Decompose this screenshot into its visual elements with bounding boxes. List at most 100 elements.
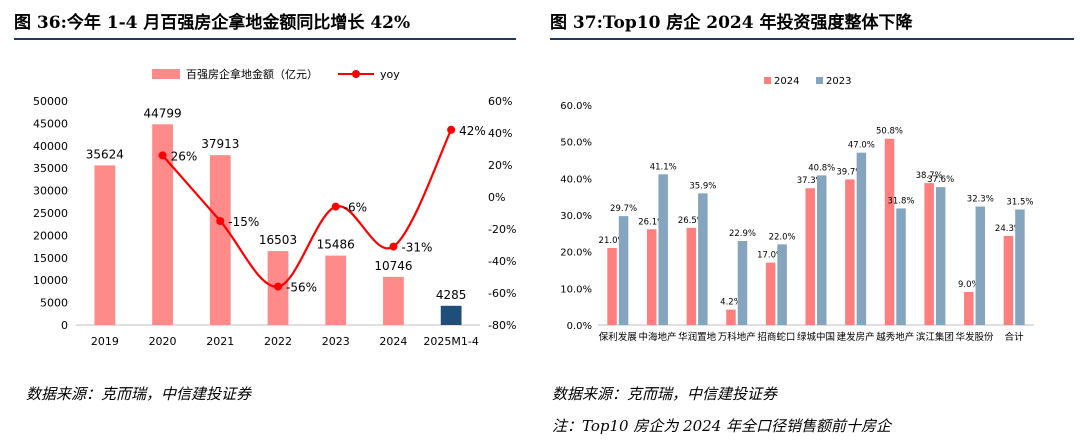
bar-data-label: 37913 [201,137,239,151]
legend-swatch-marker [352,70,360,78]
bar-data-label: 15486 [317,238,355,252]
bar-data-label: 29.7% [610,204,637,214]
x-tick-label: 2020 [149,335,177,348]
bar-data-label: 17.0% [757,251,784,261]
bar-data-label: 44799 [143,106,181,120]
x-tick-label: 2023 [322,335,350,348]
bar-2023-建发房产 [856,152,867,325]
right-axis-tick-label: 0% [488,191,505,204]
bar-data-label: 4.2% [720,298,742,308]
bar-2023-绿城中国 [817,175,827,325]
yoy-data-label: -31% [401,241,432,255]
bar-data-label: 9.0% [958,280,980,290]
bar-data-label: 32.3% [967,195,994,205]
bar-2023-越秀地产 [896,208,906,325]
yoy-point [274,282,282,291]
bar-data-label: 35.9% [689,181,716,191]
bar-2024-越秀地产 [884,138,895,325]
chart-title: 图 37:Top10 房企 2024 年投资强度整体下降 [550,13,913,33]
x-tick-label: 越秀地产 [876,331,914,343]
legend-label-line: yoy [380,68,400,81]
bar-2024-建发房产 [845,179,855,325]
bar-data-label: 37.6% [927,175,954,185]
left-axis-tick-label: 50000 [33,95,68,108]
left-axis-tick-label: 15000 [33,252,68,265]
bar-2025M1-4 [440,305,462,325]
bar-2024-滨江集团 [924,183,934,325]
left-axis-tick-label: 45000 [33,117,68,130]
x-tick-label: 保利发展 [599,331,638,343]
yoy-point [331,202,340,211]
yoy-data-label: 42% [459,124,486,138]
land-acquisition-chart: 0 5000 10000 15000 20000 25000 30000 35000 40000… [33,67,516,348]
left-axis-tick-label: 10000 [33,274,68,287]
bar-2024-华发股份 [964,292,974,325]
chart-note: 注：Top10 房企为 2024 年全口径销售额前十房企 [552,417,892,435]
yoy-point [216,217,225,225]
left-axis-tick-label: 35000 [33,162,68,175]
bar-data-label: 24.3% [995,224,1022,234]
bar-data-label: 31.5% [1006,198,1033,208]
bar-data-label: 50.8% [876,127,903,137]
bar-data-label: 22.9% [729,229,756,239]
bar-2023-合计 [1015,209,1025,325]
yoy-data-label: -15% [228,215,259,229]
bar-2024 [383,276,404,325]
yoy-data-label: 26% [171,149,198,163]
title-divider [550,38,1074,40]
bar-data-label: 40.8% [808,163,835,173]
x-tick-label: 2019 [91,335,119,348]
bar-2019 [94,165,116,325]
y-axis-tick-label: 20.0% [560,248,592,259]
bar-data-label: 47.0% [848,141,875,151]
bar-2023 [325,255,347,325]
bar-2023-中海地产 [658,174,668,325]
bar-data-label: 39.7% [836,167,863,177]
bar-2023-保利发展 [618,216,629,325]
chart-title: 图 36:今年 1-4 月百强房企拿地金额同比增长 42% [14,13,411,33]
right-axis-tick-label: -60% [488,287,516,300]
bar-2023-华润置地 [698,193,708,325]
x-tick-label: 建发房产 [837,331,875,343]
x-tick-label: 绿城中国 [797,331,835,343]
left-axis-tick-label: 25000 [33,207,68,220]
bar-data-label: 41.1% [650,162,677,172]
legend-swatch-bar [152,69,180,79]
left-axis-tick-label: 5000 [40,297,68,310]
bar-2024-招商蛇口 [765,262,776,325]
yoy-point [158,151,167,160]
bar-2021 [209,155,231,325]
yoy-point [389,242,398,251]
yoy-data-label: -6% [344,201,367,215]
bar-2024-华润置地 [686,227,697,325]
bar-2024-保利发展 [607,248,617,325]
left-axis-tick-label: 40000 [33,140,68,153]
data-source: 数据来源：克而瑞，中信建投证券 [552,385,778,403]
x-tick-label: 2021 [206,335,234,348]
y-axis-tick-label: 10.0% [560,284,592,295]
right-axis-tick-label: -40% [488,255,516,268]
bar-2024-中海地产 [646,229,657,325]
x-tick-label: 万科地产 [718,331,756,343]
legend-swatch-2023 [816,77,823,84]
bar-2024-合计 [1003,235,1014,325]
yoy-point [447,125,456,134]
bar-data-label: 16503 [259,233,297,247]
bar-data-label: 10746 [374,259,412,273]
bar-data-label: 35624 [86,147,124,161]
bar-data-label: 4285 [436,288,467,302]
data-source: 数据来源：克而瑞，中信建投证券 [26,385,252,403]
right-axis-tick-label: 40% [488,127,512,140]
bar-2020 [152,124,173,326]
legend-label: 2023 [826,76,851,87]
bar-2023-华发股份 [975,206,986,325]
bar-2023-万科地产 [737,241,748,325]
bar-data-label: 22.0% [769,232,796,242]
bar-2024-绿城中国 [805,188,815,325]
x-tick-label: 合计 [1005,331,1025,343]
right-axis-tick-label: -20% [488,223,516,236]
left-axis-tick-label: 0 [61,319,68,332]
x-tick-label: 华润置地 [678,331,717,343]
bar-data-label: 37.3% [797,176,824,186]
y-axis-tick-label: 30.0% [560,211,592,222]
